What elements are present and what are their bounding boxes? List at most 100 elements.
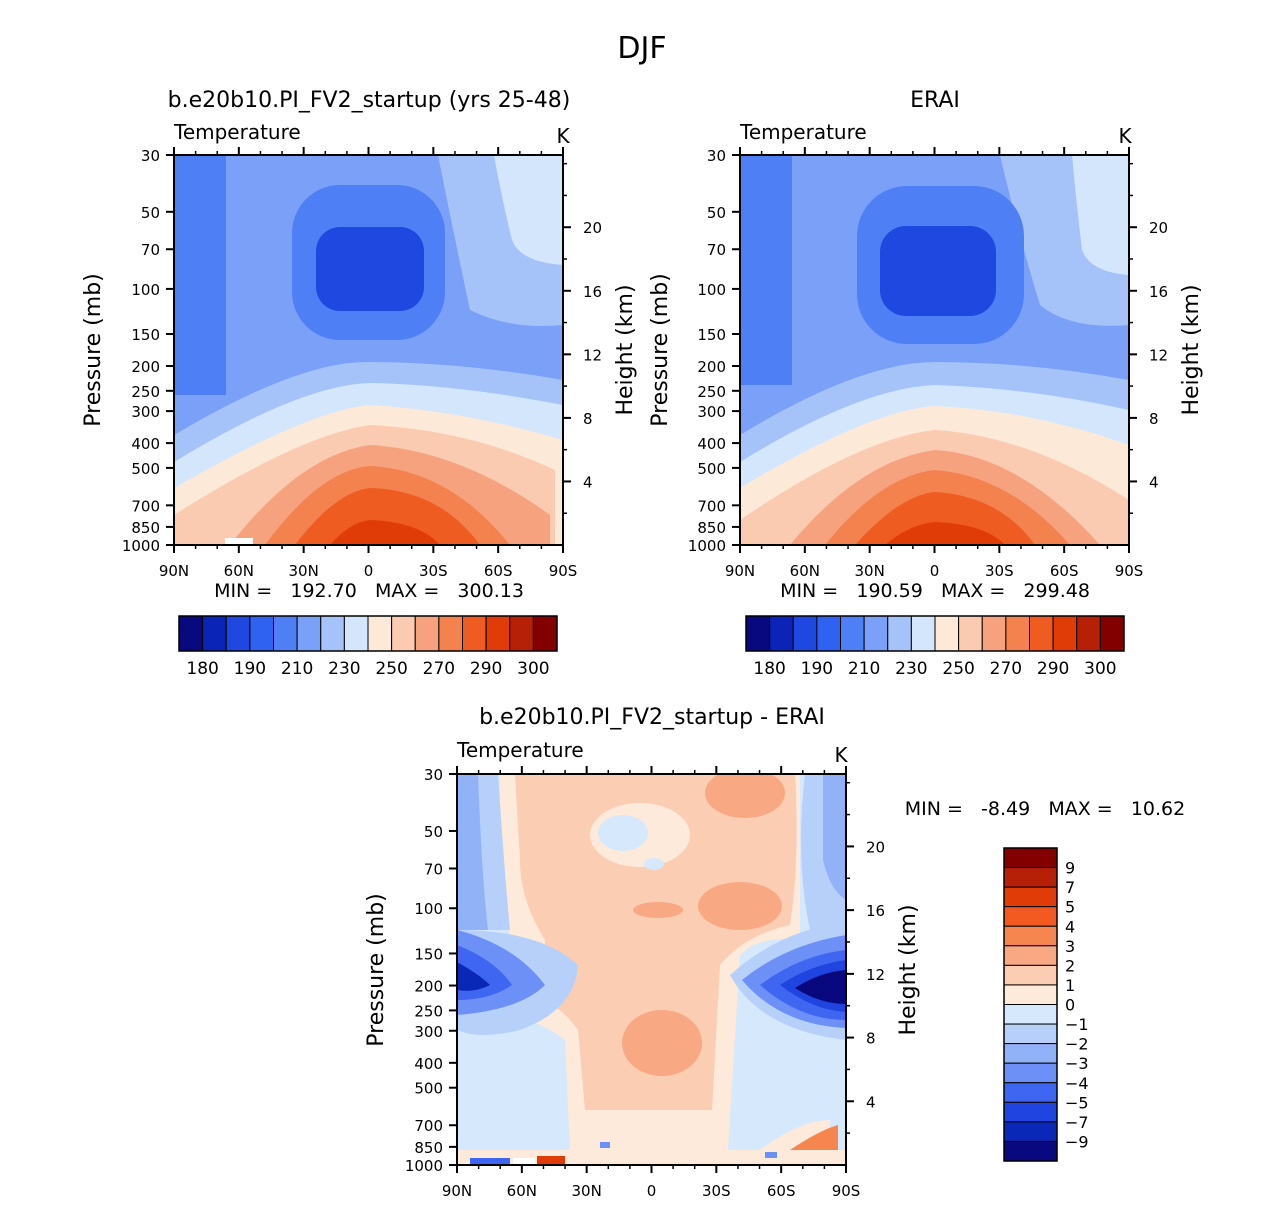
x-tick-label: 30N: [855, 562, 885, 580]
colorbar-box: [178, 615, 204, 652]
y-tick-label: 70: [141, 241, 160, 259]
y-tick-label: 30: [141, 147, 160, 165]
colorbar-label: 0: [1065, 996, 1075, 1015]
colorbar-label: 7: [1065, 878, 1075, 897]
x-tick-label: 0: [647, 1182, 657, 1200]
axes: 90N 60N 30N 0 30S 60S 90S 30 50 70 100 150 200 250 300…: [405, 766, 885, 1200]
colorbar-box: [981, 615, 1007, 652]
colorbar-box: [1003, 945, 1058, 966]
colorbar-box: [745, 615, 771, 652]
colorbar-label: 9: [1065, 859, 1075, 878]
colorbar-box: [414, 615, 440, 652]
colorbar-label: 190: [234, 659, 266, 679]
x-tick-label: 90N: [159, 562, 189, 580]
colorbar-label: 270: [423, 659, 455, 679]
y-tick-label: 850: [414, 1139, 443, 1157]
colorbar-label: 5: [1065, 898, 1075, 917]
y-tick-label: 700: [697, 497, 726, 515]
colorbar-label: 180: [753, 659, 785, 679]
x-tick-label: 90S: [1115, 562, 1144, 580]
temperature-field: [740, 155, 1129, 545]
y-tick-label: 400: [697, 435, 726, 453]
y-tick-label: 300: [131, 403, 160, 421]
x-tick-label: 60N: [224, 562, 254, 580]
x-tick-label: 30S: [985, 562, 1014, 580]
y-axis-right-label: Height (km): [1179, 284, 1204, 415]
colorbar-label: −3: [1065, 1054, 1089, 1073]
y-right-tick-label: 16: [866, 902, 885, 920]
y-tick-label: 50: [707, 204, 726, 222]
y-tick-label: 400: [131, 435, 160, 453]
y-tick-label: 30: [707, 147, 726, 165]
colorbar-box: [532, 615, 558, 652]
y-tick-label: 500: [697, 460, 726, 478]
y-tick-label: 250: [697, 383, 726, 401]
colorbar-box: [934, 615, 960, 652]
colorbar-box: [1076, 615, 1101, 652]
y-axis-label: Pressure (mb): [81, 273, 106, 427]
colorbar-box: [1003, 1004, 1058, 1025]
y-right-tick-label: 16: [583, 283, 602, 301]
y-tick-label: 1000: [688, 537, 726, 555]
figure-title: DJF: [617, 31, 666, 66]
y-right-tick-label: 12: [1149, 346, 1168, 364]
colorbar-box: [1003, 1121, 1058, 1142]
colorbar-label: 230: [895, 659, 927, 679]
colorbar-label: 2: [1065, 956, 1075, 975]
x-tick-label: 90N: [725, 562, 755, 580]
x-tick-label: 0: [364, 562, 374, 580]
colorbar-label: 180: [186, 659, 218, 679]
y-tick-label: 100: [697, 281, 726, 299]
y-right-tick-label: 12: [866, 966, 885, 984]
y-tick-label: 700: [414, 1117, 443, 1135]
colorbar-box: [225, 615, 251, 652]
colorbar-label: −7: [1065, 1113, 1089, 1132]
colorbar-label: −2: [1065, 1035, 1089, 1054]
y-tick-label: 300: [697, 403, 726, 421]
colorbar-box: [1005, 615, 1030, 652]
y-tick-label: 1000: [405, 1157, 443, 1175]
units-label: K: [834, 743, 848, 767]
panel-title: b.e20b10.PI_FV2_startup (yrs 25-48): [168, 88, 571, 113]
colorbar-label: 210: [281, 659, 313, 679]
y-right-tick-label: 4: [583, 473, 593, 491]
colorbar-box: [816, 615, 841, 652]
colorbar-label: 3: [1065, 937, 1075, 956]
colorbar-box: [367, 615, 393, 652]
colorbar-box: [1003, 1101, 1058, 1123]
x-tick-label: 60S: [1050, 562, 1079, 580]
y-tick-label: 200: [697, 358, 726, 376]
variable-label: Temperature: [173, 120, 301, 144]
y-tick-label: 200: [414, 978, 443, 996]
variable-label: Temperature: [456, 738, 584, 762]
units-label: K: [1118, 124, 1132, 148]
colorbar-label: −4: [1065, 1074, 1089, 1093]
y-tick-label: 850: [697, 519, 726, 537]
y-right-tick-label: 8: [1149, 410, 1159, 428]
colorbar-label: 1: [1065, 976, 1075, 995]
panel-model: b.e20b10.PI_FV2_startup (yrs 25-48) Temp…: [81, 88, 638, 679]
colorbar-box: [249, 615, 274, 652]
y-tick-label: 400: [414, 1055, 443, 1073]
x-tick-label: 30S: [419, 562, 448, 580]
y-tick-label: 850: [131, 519, 160, 537]
colorbar-label: 4: [1065, 917, 1075, 936]
y-right-tick-label: 16: [1149, 283, 1168, 301]
colorbar-box: [485, 615, 511, 652]
x-tick-label: 0: [930, 562, 940, 580]
colorbar-label: 290: [470, 659, 502, 679]
x-tick-label: 90N: [442, 1182, 472, 1200]
colorbar-box: [1003, 847, 1058, 869]
colorbar-box: [509, 615, 534, 652]
y-right-tick-label: 4: [866, 1093, 876, 1111]
min-max-stats: MIN = -8.49 MAX = 10.62: [905, 798, 1185, 820]
colorbar-box: [1003, 1082, 1058, 1103]
variable-label: Temperature: [739, 120, 867, 144]
colorbar-label: 250: [942, 659, 974, 679]
units-label: K: [556, 124, 570, 148]
colorbar-label: 230: [328, 659, 360, 679]
colorbar-box: [1003, 1023, 1058, 1045]
colorbar-box: [1003, 1140, 1058, 1162]
